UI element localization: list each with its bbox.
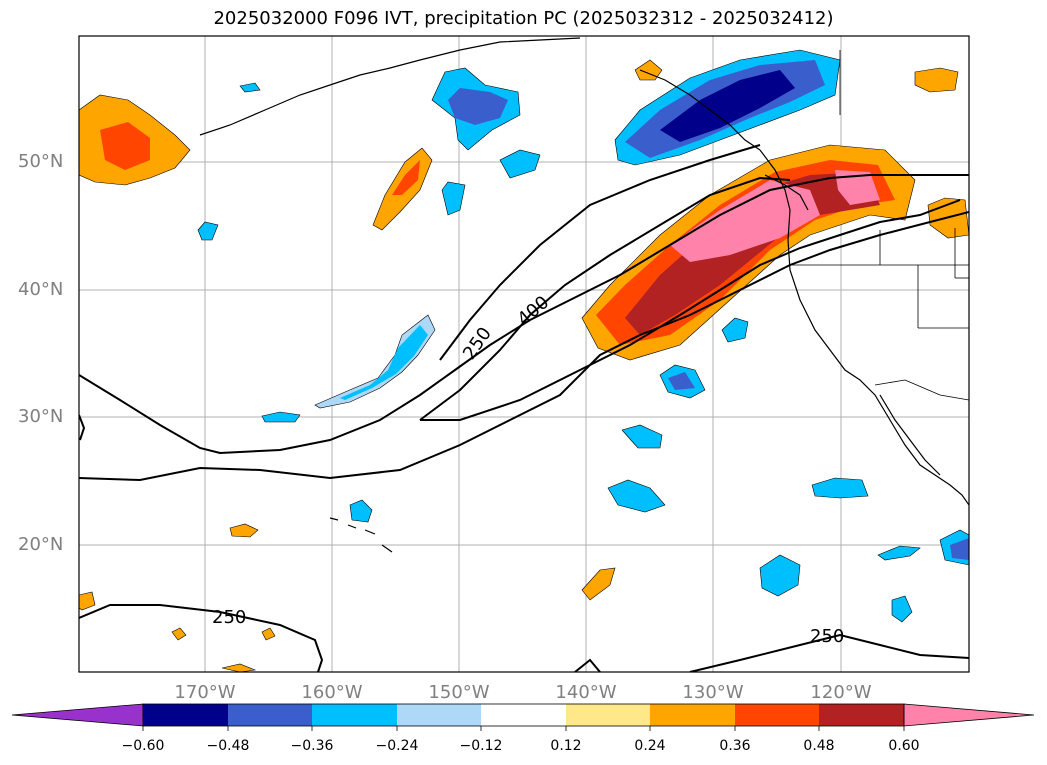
positive-anomaly-patch-6 (221, 663, 257, 672)
colorbar-segment-4 (397, 704, 481, 726)
lon-label-120w: 120°W (810, 682, 872, 703)
lat-label-40n: 40°N (18, 279, 64, 300)
negative-anomaly-blob-1-inner (448, 88, 508, 125)
colorbar-segment-9 (819, 704, 904, 726)
positive-anomaly-patch-2 (581, 567, 616, 601)
colorbar-tick-label: −0.24 (375, 738, 419, 754)
colorbar-tick-label: 0.12 (550, 738, 582, 754)
negative-anomaly-patch-2 (721, 317, 749, 343)
negative-anomaly-patch-9 (877, 545, 921, 561)
map-area (79, 36, 969, 672)
negative-anomaly-patch-10 (349, 499, 373, 523)
positive-anomaly-patch-4 (171, 627, 187, 641)
positive-anomaly-streak-1-inner (392, 160, 420, 195)
positive-anomaly-ne (914, 67, 959, 93)
colorbar-segment-2 (228, 704, 312, 726)
negative-anomaly-patch-11 (239, 82, 261, 93)
negative-anomaly-patch-7 (891, 595, 913, 623)
baja-peninsula (879, 394, 941, 476)
lat-label-30n: 30°N (18, 406, 64, 427)
negative-anomaly-blob-4 (197, 221, 219, 241)
negative-anomaly-blob-2 (499, 149, 541, 179)
colorbar-tick-label: 0.36 (719, 738, 751, 754)
negative-anomaly-patch-1-inner (668, 372, 695, 390)
positive-anomaly-west-inner (100, 122, 150, 170)
colorbar-tick-label: 0.48 (803, 738, 835, 754)
positive-anomaly-ar-peak (670, 180, 820, 262)
negative-anomaly-patch-8-inner (950, 538, 969, 560)
map-title: 2025032000 F096 IVT, precipitation PC (2… (213, 8, 834, 29)
north-america-coast (759, 149, 969, 506)
positive-anomaly-small-2 (634, 59, 663, 81)
colorbar-segment-6 (566, 704, 650, 726)
negative-anomaly-gulf-alaska-core (660, 70, 795, 142)
colorbar-tick-label: −0.12 (459, 738, 503, 754)
contour-250-south-mid (574, 658, 601, 672)
colorbar-tick-label: −0.48 (206, 738, 250, 754)
alaska-coast (199, 37, 581, 136)
contour-label-400: 400 (513, 292, 553, 330)
lat-label-20n: 20°N (18, 534, 64, 555)
contour-400 (419, 176, 791, 421)
contour-label-250-upper: 250 (459, 323, 496, 363)
negative-anomaly-small-1 (261, 411, 301, 423)
colorbar-extend-right (903, 703, 1035, 727)
hawaii-islands (329, 517, 393, 553)
negative-anomaly-patch-4 (607, 479, 666, 513)
colorbar-tick-label: 0.60 (888, 738, 920, 754)
coastlines (199, 37, 969, 553)
contour-400-lower (420, 199, 961, 421)
borders (790, 50, 969, 401)
colorbar-tick-label: −0.60 (121, 738, 165, 754)
positive-anomaly-patch-5 (261, 627, 276, 641)
contour-250-south-east (689, 633, 969, 672)
colorbar-tick-marks (142, 726, 905, 731)
precipitation-shading (79, 49, 969, 672)
contour-250-lower (79, 211, 969, 482)
contour-label-250-sw: 250 (212, 607, 246, 628)
colorbar-tick-label: −0.36 (290, 738, 334, 754)
negative-anomaly-patch-6 (759, 554, 801, 597)
colorbar-extend-left (11, 703, 144, 727)
contour-250-main (79, 174, 969, 455)
positive-anomaly-patch-1 (229, 523, 259, 538)
positive-anomaly-peak-2 (835, 170, 880, 205)
alaska-panhandle (639, 69, 761, 151)
lat-label-50n: 50°N (18, 151, 64, 172)
negative-anomaly-streak-inner (340, 325, 428, 400)
lon-label-160w: 160°W (301, 682, 363, 703)
colorbar-segment-1 (143, 704, 228, 726)
negative-anomaly-streak (314, 314, 436, 409)
contour-labels: 250 400 250 250 (212, 292, 844, 647)
negative-anomaly-blob-3 (441, 181, 466, 216)
map-frame (78, 35, 970, 673)
contour-250-south-west (79, 604, 324, 672)
contour-250-upper (439, 144, 761, 361)
lon-label-170w: 170°W (174, 682, 236, 703)
colorbar-tick-label: 0.24 (634, 738, 666, 754)
lon-label-140w: 140°W (555, 682, 617, 703)
contour-edge-left (79, 414, 86, 441)
lon-label-130w: 130°W (682, 682, 744, 703)
colorbar-frame (142, 703, 905, 727)
colorbar-segment-5 (481, 704, 566, 726)
negative-anomaly-patch-3 (621, 424, 663, 449)
colorbar-segment-3 (312, 704, 397, 726)
negative-anomaly-patch-5 (811, 477, 869, 499)
positive-anomaly-patch-3 (79, 591, 96, 611)
lon-label-150w: 150°W (428, 682, 490, 703)
contour-label-250-se: 250 (810, 626, 844, 647)
ivt-contours (79, 144, 969, 672)
colorbar-segment-7 (650, 704, 735, 726)
colorbar (11, 703, 1035, 731)
colorbar-segment-8 (735, 704, 819, 726)
